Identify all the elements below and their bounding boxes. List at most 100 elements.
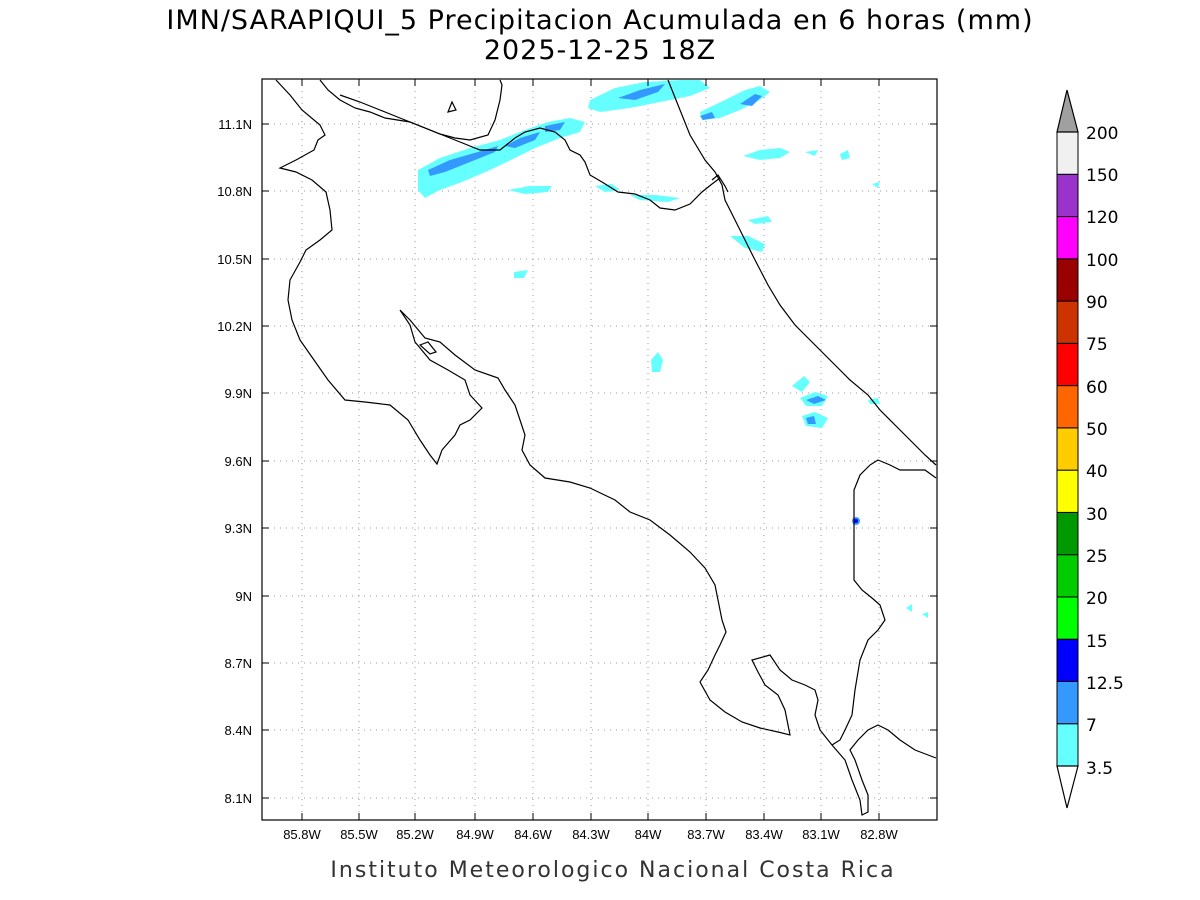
lon-tick-label: 82.8W [860,827,898,842]
colorbar-level-label: 40 [1086,462,1108,482]
lat-tick-label: 9N [235,589,252,604]
lon-tick-label: 85.5W [340,827,378,842]
lat-tick-label: 11.1N [218,117,252,132]
lat-tick-label: 8.4N [225,723,252,738]
colorbar-level-label: 100 [1086,251,1118,271]
precip-area-light [805,150,818,156]
precip-area-light [418,118,585,198]
lat-tick-label: 10.8N [217,184,252,199]
precip-area-light [906,604,912,612]
precipitation-field [418,80,928,618]
lon-tick-label: 83.1W [802,827,840,842]
peninsula-island [418,341,438,355]
panama-border [831,464,886,746]
lon-tick-label: 84.3W [572,827,610,842]
lon-tick-label: 85.8W [283,827,321,842]
map-panel [261,78,938,821]
title-line2: 2025-12-25 18Z [484,35,716,66]
colorbar-segment [1056,596,1079,640]
precip-area-medium [806,396,826,404]
colorbar-level-label: 75 [1086,335,1108,355]
precip-area-medium [740,94,762,106]
colorbar-segment [1056,469,1079,513]
precip-area-light [700,86,770,120]
colorbar-level-label: 150 [1086,166,1118,186]
precip-area-light [748,216,772,224]
nicaragua-lake-shore [319,79,503,141]
lat-tick-label: 10.5N [217,252,252,267]
lat-tick-label: 10.2N [217,319,252,334]
colorbar-level-label: 50 [1086,420,1108,440]
precip-area-light [588,80,710,112]
caribbean-coastline [667,79,937,466]
colorbar-segment [1056,216,1079,260]
lat-tick-label: 9.9N [225,386,252,401]
title-line1: IMN/SARAPIQUI_5 Precipitacion Acumulada … [166,5,1033,36]
precip-area-light [872,182,880,188]
precip-area-medium [428,146,498,176]
colorbar-min-arrow [1056,765,1079,809]
colorbar-segment [1056,385,1079,429]
lon-tick-label: 84W [635,827,662,842]
institution-footer: Instituto Meteorologico Nacional Costa R… [330,858,895,883]
precip-area-medium [545,122,565,132]
precip-area-light [514,270,528,278]
colorbar-segments [1056,131,1079,767]
colorbar-level-label: 60 [1086,378,1108,398]
osa-inlet [711,174,729,193]
colorbar-level-label: 120 [1086,208,1118,228]
precip-area-medium [806,416,816,424]
latitude-axis-labels: 11.1N 10.8N 10.5N 10.2N 9.9N 9.6N 9.3N 9… [217,117,252,806]
colorbar-segment [1056,173,1079,218]
precip-area-light [922,612,928,618]
precip-area-light [792,376,810,392]
precip-area-light [651,352,663,372]
colorbar-level-label: 30 [1086,505,1108,525]
lat-tick-label: 8.1N [225,791,252,806]
colorbar-labels: 200 150 120 100 90 75 60 50 40 30 25 20 … [1086,124,1124,779]
pacific-coastline [275,79,937,816]
precip-area-light [840,150,850,160]
lake-island [447,100,457,113]
colorbar-segment [1056,554,1079,598]
coastlines-and-borders [275,79,937,816]
precip-area-light [743,148,790,160]
lon-tick-label: 84.6W [514,827,552,842]
colorbar-max-arrow [1056,89,1079,133]
map-background [262,79,937,820]
colorbar-segment [1056,427,1079,471]
lon-tick-label: 83.7W [687,827,725,842]
map-frame [261,78,938,821]
colorbar-level-label: 90 [1086,293,1108,313]
colorbar-segment [1056,638,1079,682]
colorbar: 200 150 120 100 90 75 60 50 40 30 25 20 … [1056,89,1124,809]
panama-caribbean-coast [869,459,937,479]
lat-tick-label: 9.6N [225,454,252,469]
colorbar-level-label: 15 [1086,632,1108,652]
colorbar-level-label: 12.5 [1086,674,1124,694]
colorbar-segment [1056,131,1079,175]
axis-ticks [262,79,937,820]
colorbar-segment [1056,258,1079,302]
precip-area-heavy [854,519,858,523]
precip-area-light [508,186,552,194]
colorbar-level-label: 200 [1086,124,1118,144]
colorbar-level-label: 25 [1086,547,1108,567]
precip-area-medium [618,84,665,100]
colorbar-level-label: 20 [1086,589,1108,609]
colorbar-segment [1056,342,1079,387]
lon-tick-label: 83.4W [745,827,783,842]
colorbar-segment [1056,680,1079,725]
colorbar-segment [1056,723,1079,767]
precip-area-medium [505,132,540,148]
longitude-axis-labels: 85.8W 85.5W 85.2W 84.9W 84.6W 84.3W 84W … [283,827,898,842]
lat-tick-label: 9.3N [225,521,252,536]
colorbar-segment [1056,300,1079,344]
lon-tick-label: 85.2W [396,827,434,842]
precip-area-medium [700,112,715,120]
colorbar-level-label: 3.5 [1086,759,1113,779]
lat-tick-label: 8.7N [225,656,252,671]
colorbar-segment [1056,511,1079,556]
